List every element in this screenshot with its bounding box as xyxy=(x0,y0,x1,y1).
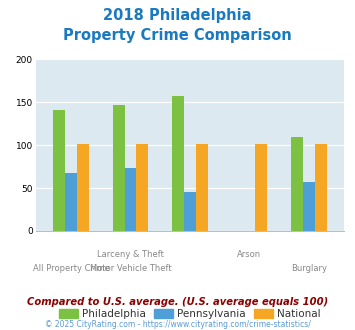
Bar xyxy=(53,110,65,231)
Bar xyxy=(77,144,89,231)
Text: Burglary: Burglary xyxy=(291,264,327,273)
Text: © 2025 CityRating.com - https://www.cityrating.com/crime-statistics/: © 2025 CityRating.com - https://www.city… xyxy=(45,320,310,329)
Text: Motor Vehicle Theft: Motor Vehicle Theft xyxy=(90,264,171,273)
Text: 2018 Philadelphia: 2018 Philadelphia xyxy=(103,8,252,23)
Text: Larceny & Theft: Larceny & Theft xyxy=(97,250,164,259)
Bar xyxy=(255,144,267,231)
Text: Arson: Arson xyxy=(237,250,261,259)
Bar xyxy=(136,144,148,231)
Bar xyxy=(303,182,315,231)
Bar xyxy=(196,144,208,231)
Text: Compared to U.S. average. (U.S. average equals 100): Compared to U.S. average. (U.S. average … xyxy=(27,297,328,307)
Bar xyxy=(113,105,125,231)
Text: All Property Crime: All Property Crime xyxy=(33,264,109,273)
Legend: Philadelphia, Pennsylvania, National: Philadelphia, Pennsylvania, National xyxy=(55,305,325,323)
Bar xyxy=(291,137,303,231)
Bar xyxy=(184,191,196,231)
Bar xyxy=(172,96,184,231)
Bar xyxy=(125,168,136,231)
Bar xyxy=(315,144,327,231)
Bar xyxy=(65,173,77,231)
Text: Property Crime Comparison: Property Crime Comparison xyxy=(63,28,292,43)
